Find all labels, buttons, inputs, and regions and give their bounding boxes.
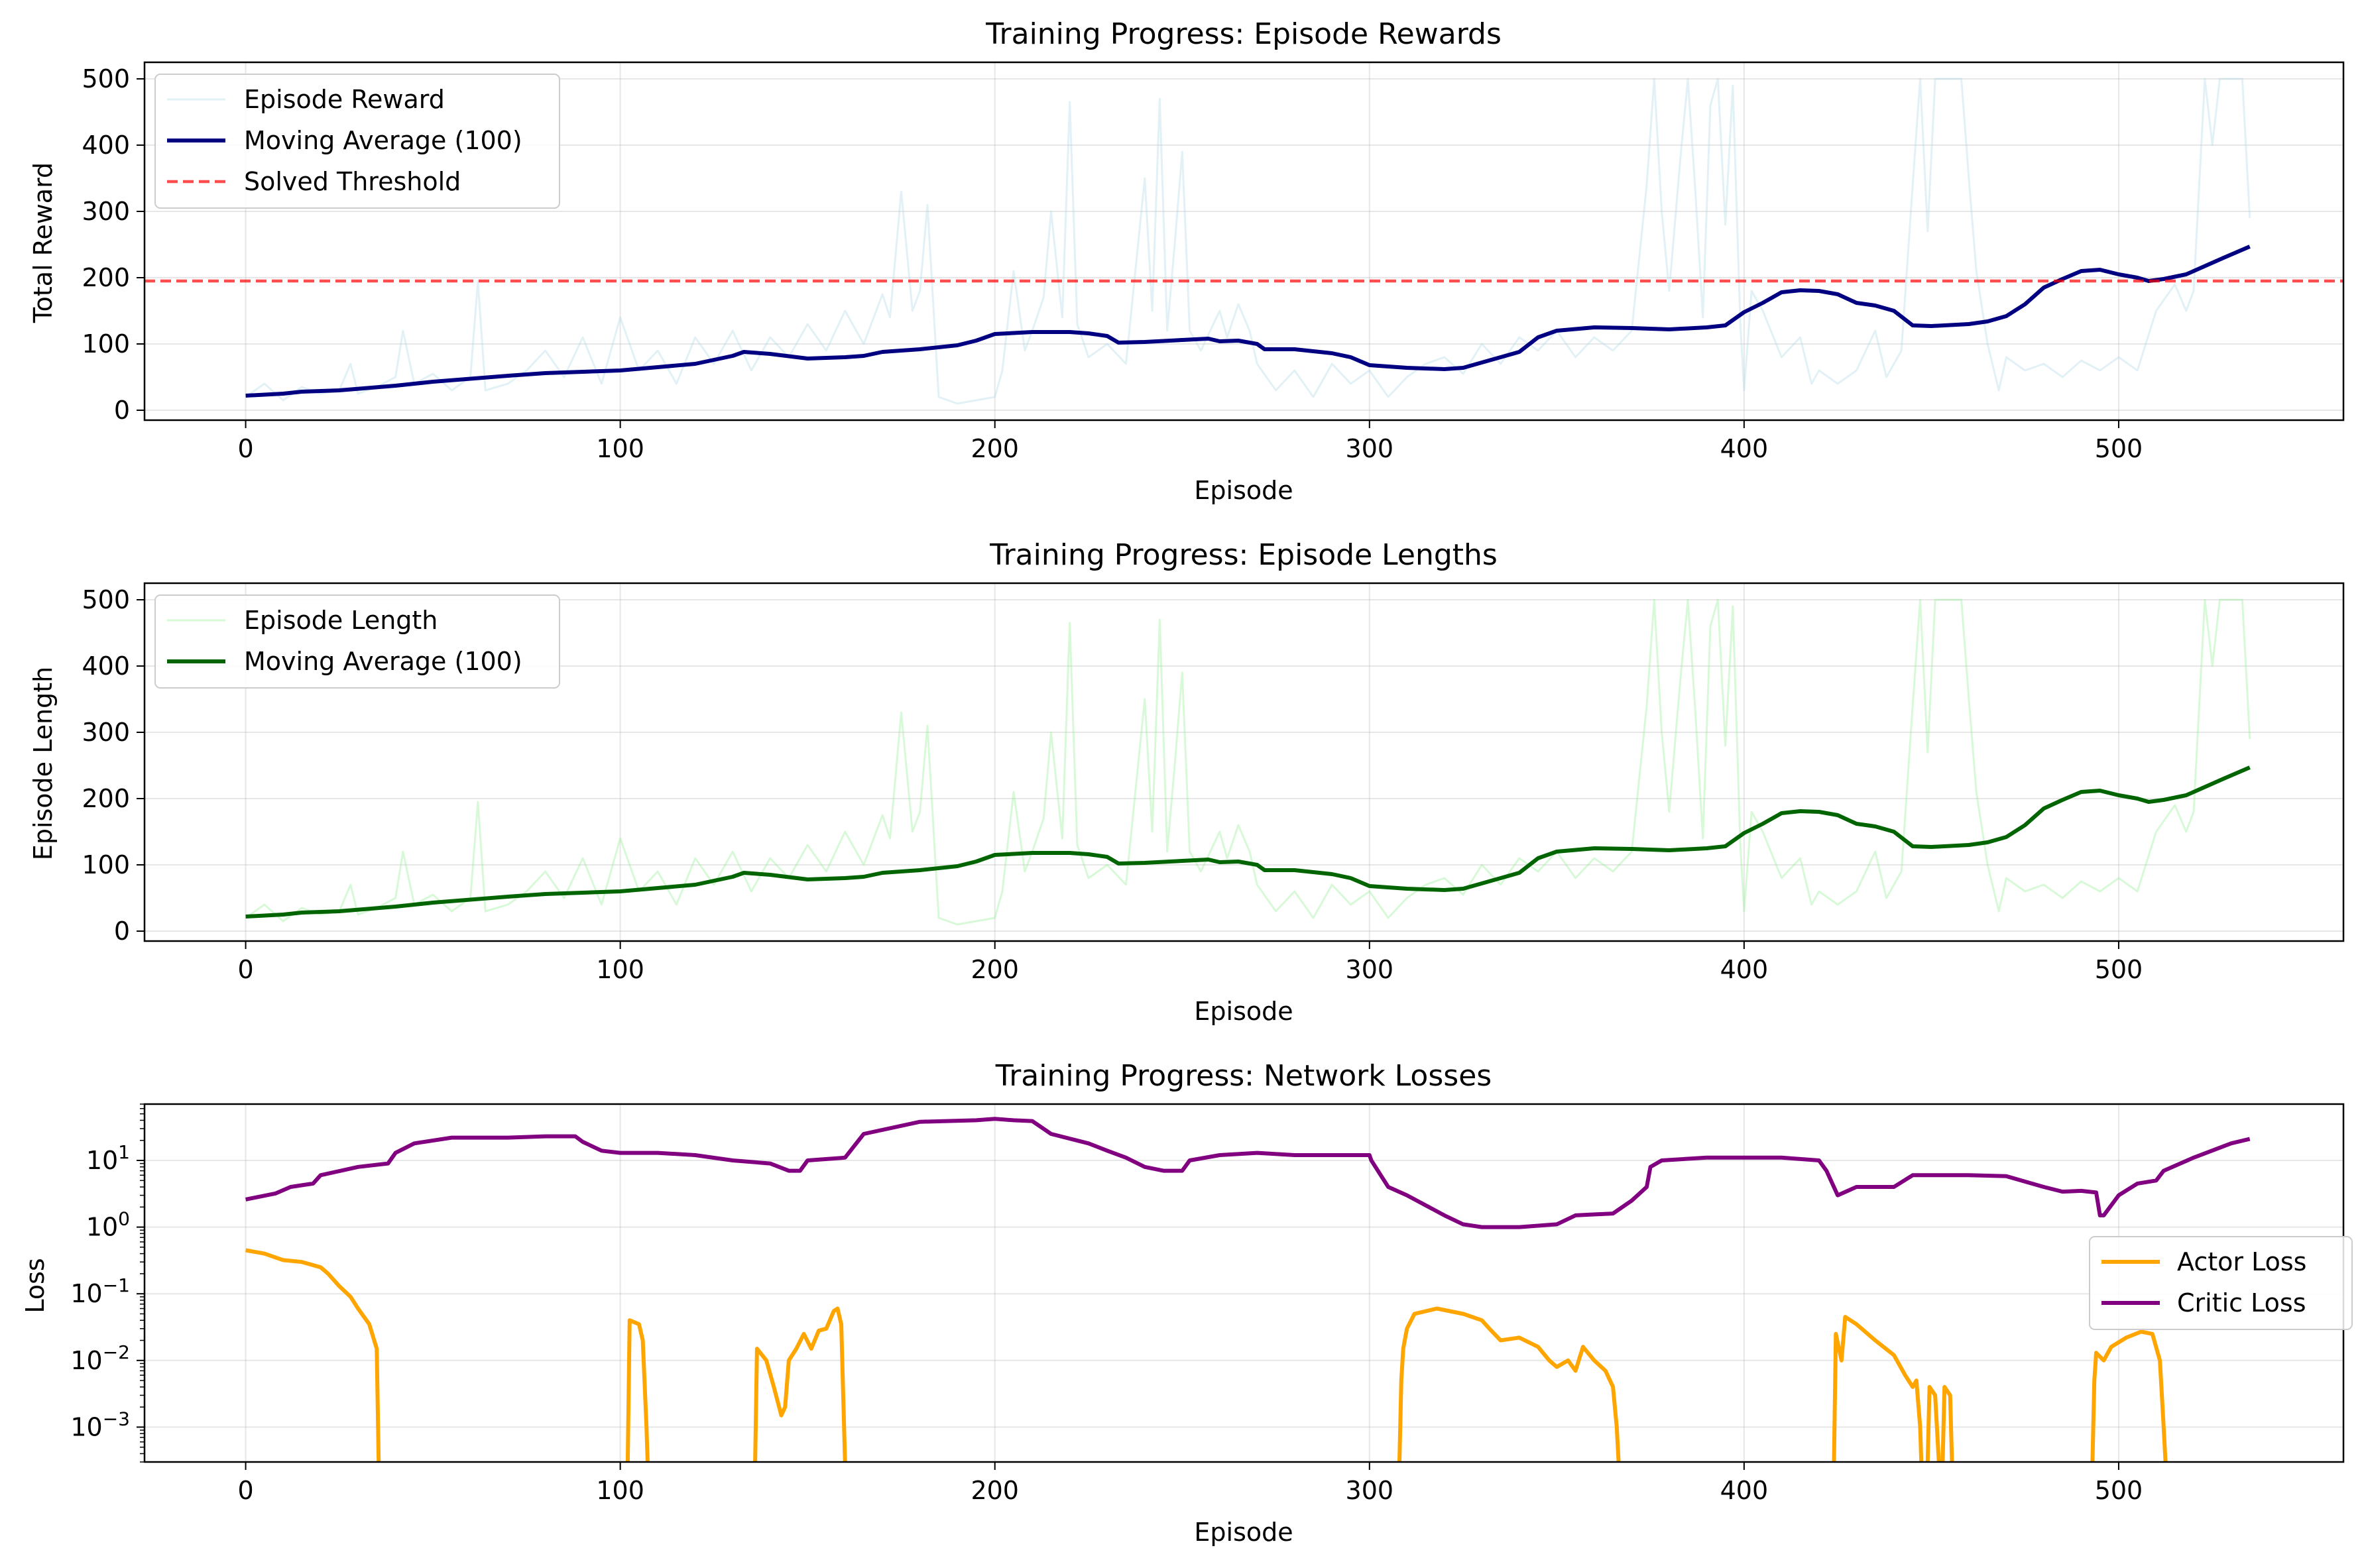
lengths-title: Training Progress: Episode Lengths (989, 538, 1498, 572)
lengths-ytick-label: 300 (82, 718, 130, 747)
losses-ytick-exponent: −2 (103, 1341, 130, 1363)
losses-xtick-label: 300 (1346, 1476, 1394, 1505)
rewards-axes-frame (143, 61, 2345, 421)
rewards-subplot: Training Progress: Episode Rewards Episo… (29, 17, 2345, 505)
lengths-ylabel: Episode Length (29, 667, 58, 860)
legend-label-episode-reward: Episode Reward (244, 85, 445, 114)
losses-xtick-label: 200 (971, 1476, 1019, 1505)
lengths-xtick-label: 200 (971, 955, 1019, 984)
lengths-ytick-label: 400 (82, 651, 130, 681)
lengths-moving-average-100-line (245, 765, 2251, 919)
rewards-ytick-label: 100 (82, 329, 130, 359)
legend-label-moving-average: Moving Average (100) (244, 126, 522, 155)
losses-xtick-label: 500 (2095, 1476, 2143, 1505)
losses-xlabel: Episode (1194, 1518, 1293, 1547)
rewards-xtick-label: 100 (596, 434, 644, 463)
lengths-plot-area (245, 598, 2251, 926)
lengths-ytick-label: 200 (82, 784, 130, 813)
rewards-plot-area (145, 78, 2343, 405)
losses-actor-loss-line (1832, 1315, 1924, 1462)
losses-actor-loss-line (2090, 1329, 2168, 1462)
lengths-ytick-label: 0 (114, 917, 130, 946)
losses-actor-loss-line (1940, 1384, 1954, 1462)
losses-ytick-exponent: −1 (103, 1274, 130, 1296)
legend-label-critic-loss: Critic Loss (2177, 1288, 2306, 1317)
rewards-xtick-label: 0 (237, 434, 253, 463)
lengths-ticks: 0 100 200 300 400 500 0 100 200 300 400 500 (82, 585, 2143, 984)
losses-ylabel: Loss (21, 1258, 50, 1313)
rewards-ytick-label: 400 (82, 131, 130, 160)
lengths-xtick-label: 400 (1720, 955, 1769, 984)
lengths-xtick-label: 300 (1346, 955, 1394, 984)
lengths-xtick-label: 100 (596, 955, 644, 984)
legend-label-episode-length: Episode Length (244, 606, 438, 635)
losses-subplot: Training Progress: Network Losses Episod… (21, 1059, 2353, 1547)
losses-actor-loss-line (753, 1306, 847, 1462)
legend-label-actor-loss: Actor Loss (2177, 1247, 2306, 1276)
rewards-xtick-label: 500 (2095, 434, 2143, 463)
losses-ytick-label: 101 (86, 1141, 130, 1175)
losses-xtick-label: 100 (596, 1476, 644, 1505)
losses-plot-area (245, 1117, 2251, 1462)
losses-series-group (245, 1117, 2251, 1462)
lengths-xtick-label: 500 (2095, 955, 2143, 984)
rewards-xtick-label: 400 (1720, 434, 1769, 463)
lengths-ytick-label: 100 (82, 850, 130, 879)
rewards-xlabel: Episode (1194, 476, 1293, 505)
lengths-series-group (245, 598, 2251, 926)
lengths-xlabel: Episode (1194, 997, 1293, 1026)
losses-xtick-label: 400 (1720, 1476, 1769, 1505)
rewards-ticks: 0 100 200 300 400 500 0 100 200 300 400 500 (82, 64, 2143, 463)
lengths-ytick-label: 500 (82, 585, 130, 614)
lengths-axes-frame (143, 582, 2345, 942)
rewards-ytick-label: 0 (114, 396, 130, 425)
losses-ytick-exponent: 1 (118, 1141, 130, 1163)
losses-title: Training Progress: Network Losses (995, 1059, 1492, 1093)
losses-actor-loss-line (625, 1318, 650, 1462)
rewards-moving-average-100-line (245, 245, 2251, 398)
losses-ytick-exponent: −3 (103, 1408, 130, 1429)
rewards-ytick-label: 500 (82, 64, 130, 93)
rewards-ylabel: Total Reward (29, 162, 58, 323)
losses-actor-loss-line (245, 1248, 381, 1462)
losses-critic-loss-line (245, 1117, 2251, 1229)
lengths-xtick-label: 0 (237, 955, 253, 984)
lengths-subplot: Training Progress: Episode Lengths Episo… (29, 538, 2345, 1026)
rewards-xtick-label: 200 (971, 434, 1019, 463)
legend-label-moving-average-length: Moving Average (100) (244, 647, 522, 676)
losses-actor-loss-line (1397, 1306, 1621, 1462)
lengths-legend: Episode Length Moving Average (100) (154, 594, 560, 689)
lengths-legend-box (154, 594, 560, 689)
losses-xtick-label: 0 (237, 1476, 253, 1505)
losses-ytick-exponent: 0 (118, 1208, 130, 1230)
rewards-ytick-label: 300 (82, 197, 130, 226)
rewards-series-group (145, 78, 2343, 405)
rewards-title: Training Progress: Episode Rewards (985, 17, 1502, 51)
rewards-xtick-label: 300 (1346, 434, 1394, 463)
losses-legend: Actor Loss Critic Loss (2089, 1236, 2353, 1330)
losses-actor-loss-line (1925, 1384, 1941, 1462)
rewards-legend-box (154, 74, 560, 209)
rewards-ytick-label: 200 (82, 263, 130, 292)
legend-label-solved-threshold: Solved Threshold (244, 167, 461, 196)
rewards-legend: Episode Reward Moving Average (100) Solv… (154, 74, 560, 209)
